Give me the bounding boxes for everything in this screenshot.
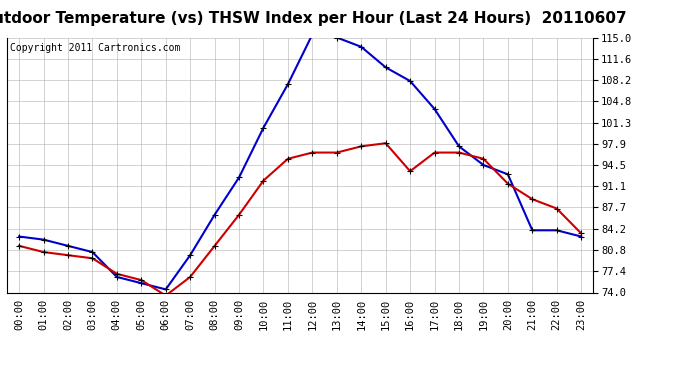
Text: Copyright 2011 Cartronics.com: Copyright 2011 Cartronics.com [10, 43, 180, 52]
Text: Outdoor Temperature (vs) THSW Index per Hour (Last 24 Hours)  20110607: Outdoor Temperature (vs) THSW Index per … [0, 11, 627, 26]
